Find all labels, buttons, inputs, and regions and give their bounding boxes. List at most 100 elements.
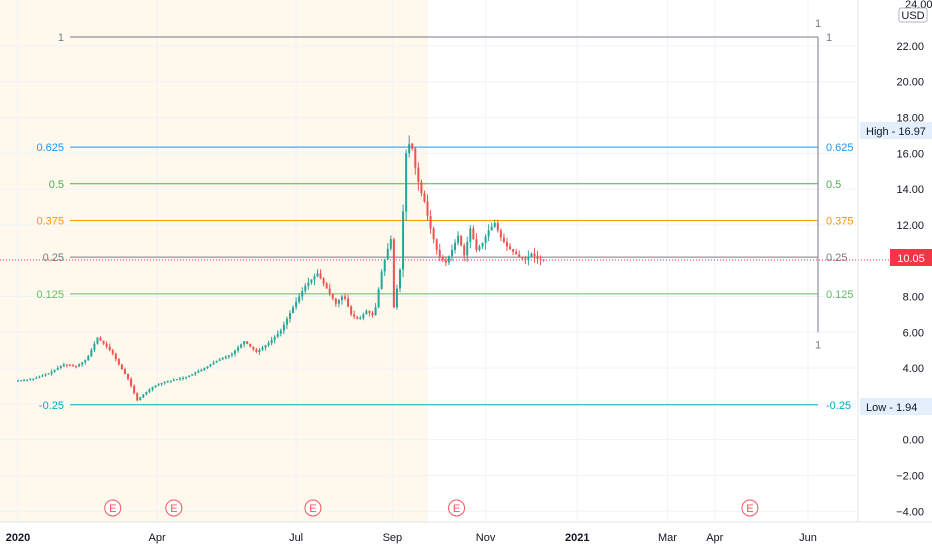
candle-body <box>81 362 84 365</box>
candle-body <box>423 193 426 202</box>
candle-body <box>93 343 96 350</box>
price-tick-label: 8.00 <box>903 292 924 304</box>
high-label: High - 16.97 <box>866 126 926 138</box>
candle-body <box>59 366 62 369</box>
candle-body <box>417 167 420 182</box>
currency-badge[interactable] <box>898 7 928 23</box>
candle-body <box>539 258 542 260</box>
price-tick-label: 6.00 <box>903 327 924 339</box>
candle-body <box>521 257 524 259</box>
candle-body <box>154 385 157 388</box>
candle-body <box>356 316 359 319</box>
price-tick-label: 0.00 <box>903 435 924 447</box>
candle-body <box>420 181 423 194</box>
candle-body <box>249 343 252 347</box>
candle-body <box>502 237 505 242</box>
candle-body <box>175 379 178 381</box>
candle-body <box>530 253 533 257</box>
candle-body <box>432 228 435 240</box>
candle-body <box>68 364 71 366</box>
candle-body <box>472 228 475 240</box>
currency-label: USD <box>901 10 924 22</box>
earnings-marker-label: E <box>309 503 316 515</box>
candle-body <box>475 239 478 250</box>
earnings-marker[interactable] <box>741 499 759 517</box>
price-tick-label: 14.00 <box>896 184 924 196</box>
time-tick-label: Mar <box>658 532 677 544</box>
earnings-marker-label: E <box>746 503 753 515</box>
fib-level-label-right: 0.5 <box>826 179 841 191</box>
price-axis[interactable]: 22.0020.0018.0016.0014.0012.0010.008.006… <box>896 41 924 518</box>
earnings-marker[interactable] <box>104 499 122 517</box>
price-tick-label: 18.00 <box>896 113 924 125</box>
candle-body <box>78 364 81 367</box>
candle-body <box>188 375 191 378</box>
candle-body <box>99 337 102 341</box>
candle-body <box>334 298 337 304</box>
candle-body <box>246 341 249 344</box>
candle-body <box>23 379 26 381</box>
candle-body <box>310 279 313 283</box>
candle-body <box>151 387 154 390</box>
fib-level-label-right: 0.375 <box>826 215 854 227</box>
candle-body <box>337 300 340 304</box>
candle-body <box>252 346 255 350</box>
candle-body <box>240 344 243 348</box>
candle-body <box>273 336 276 340</box>
candle-body <box>96 337 99 344</box>
high-label-box <box>860 122 932 139</box>
fib-level-label-right: 0.25 <box>826 252 847 264</box>
price-tick-label: 12.00 <box>896 220 924 232</box>
time-tick-label: Jul <box>289 532 303 544</box>
earnings-marker[interactable] <box>448 499 466 517</box>
price-tick-label: 4.00 <box>903 363 924 375</box>
candle-body <box>386 248 389 260</box>
candle-body <box>276 333 279 337</box>
time-axis[interactable]: 2020 Apr Jul Sep Nov 2021 Mar Apr Jun <box>6 532 817 544</box>
candle-body <box>136 393 139 401</box>
candle-body <box>47 373 50 375</box>
candle-body <box>518 254 521 258</box>
candle-body <box>319 273 322 279</box>
candle-body <box>230 353 233 356</box>
candle-body <box>362 314 365 318</box>
candle-body <box>380 271 383 290</box>
earnings-marker[interactable] <box>165 499 183 517</box>
price-candles <box>17 135 545 402</box>
fib-level-label-left: 0.125 <box>36 289 64 301</box>
candle-body <box>108 346 111 351</box>
candle-body <box>197 371 200 373</box>
time-tick-label: 2020 <box>6 532 30 544</box>
candle-body <box>463 245 466 256</box>
candle-body <box>145 391 148 395</box>
candle-body <box>160 383 163 385</box>
horizontal-grid <box>0 45 858 512</box>
fib-level-label-left: 0.375 <box>36 215 64 227</box>
candle-body <box>457 235 460 243</box>
fib-level-label-left: 0.25 <box>43 252 64 264</box>
candle-body <box>478 246 481 250</box>
candle-body <box>130 378 133 386</box>
candle-body <box>328 288 331 294</box>
candle-body <box>515 251 518 255</box>
candle-body <box>133 385 136 394</box>
candle-body <box>44 374 47 376</box>
candle-body <box>270 339 273 344</box>
candle-body <box>29 379 32 381</box>
time-tick-label: Nov <box>476 532 496 544</box>
candle-body <box>142 394 145 398</box>
candle-body <box>316 273 319 277</box>
candle-body <box>111 350 114 354</box>
candle-body <box>102 340 105 344</box>
earnings-marker[interactable] <box>304 499 322 517</box>
candle-body <box>206 366 209 369</box>
candle-body <box>84 360 87 363</box>
fib-level-label-left: -0.25 <box>39 400 64 412</box>
candle-body <box>139 397 142 401</box>
candle-body <box>542 259 545 261</box>
candle-body <box>172 379 175 381</box>
candle-body <box>347 298 350 307</box>
candle-body <box>350 306 353 315</box>
